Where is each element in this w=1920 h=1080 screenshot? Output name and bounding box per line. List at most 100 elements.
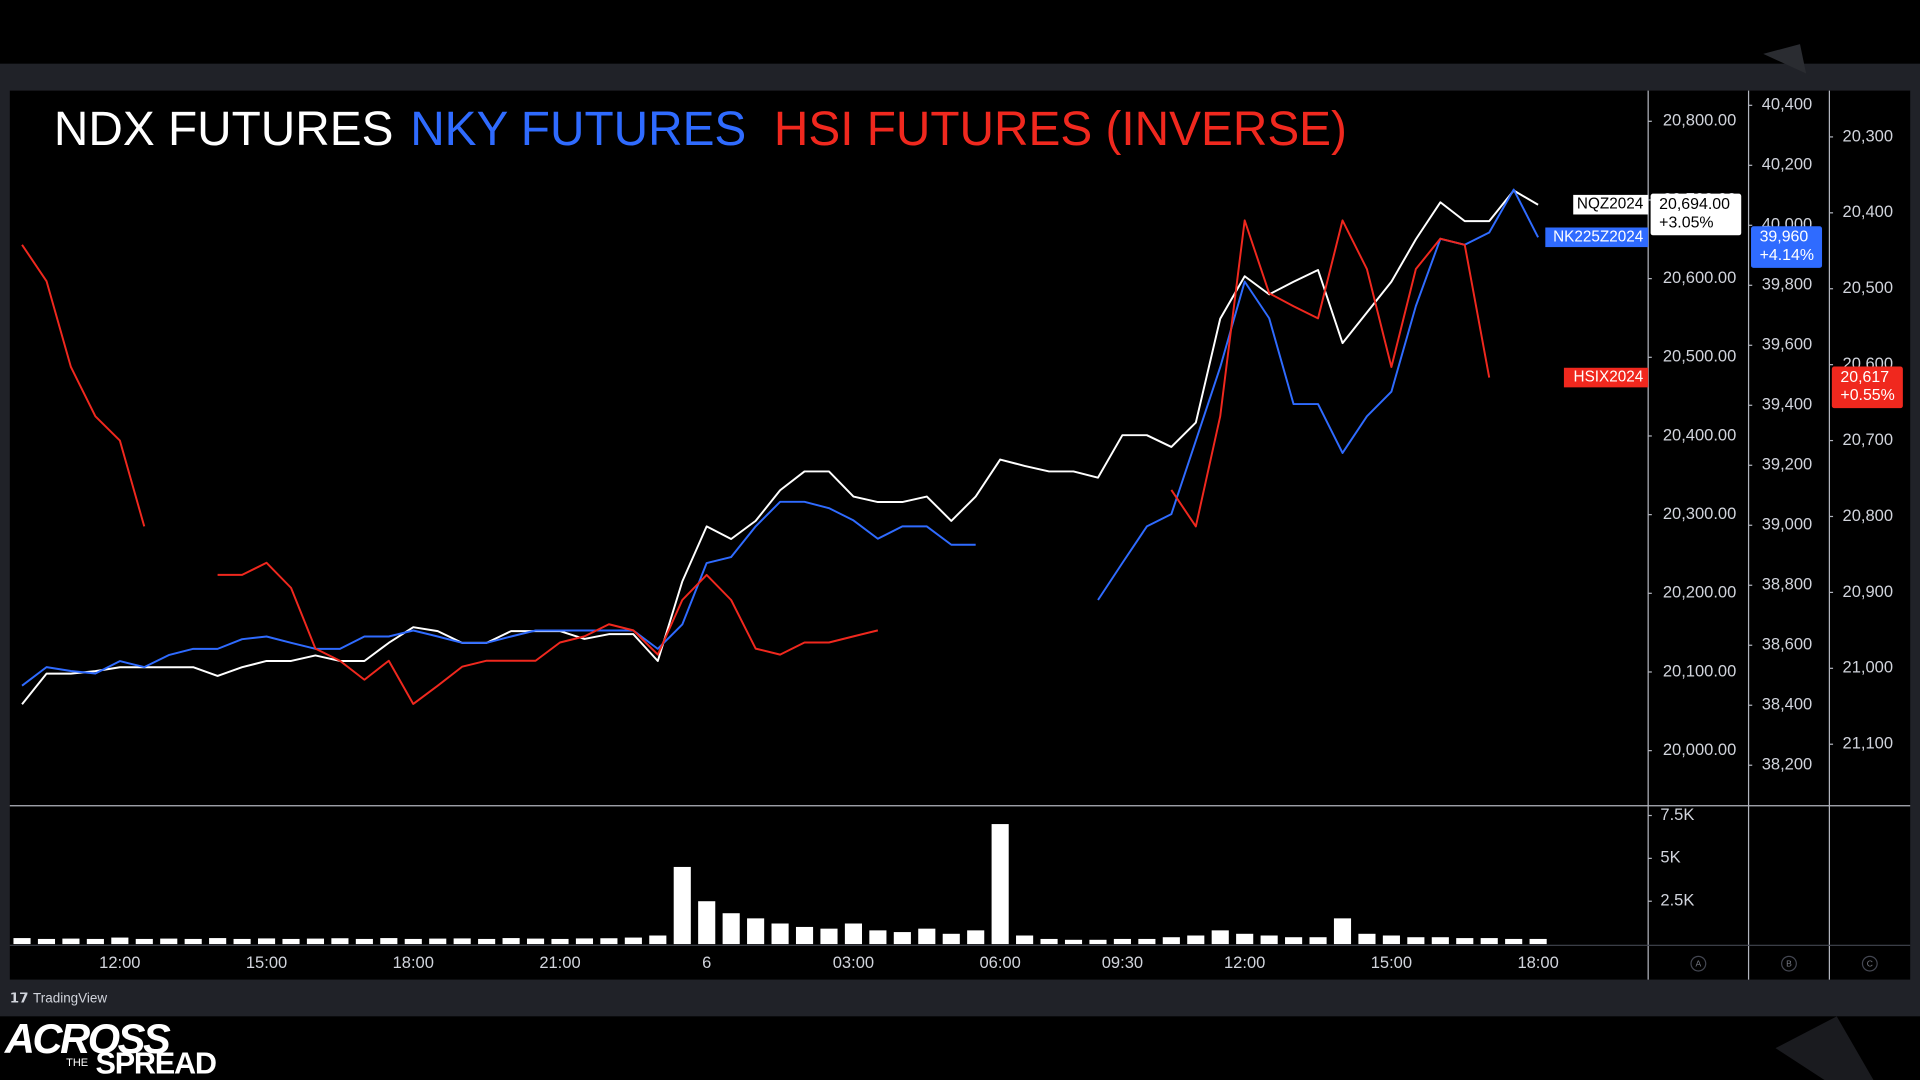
volume-bar <box>306 938 325 945</box>
price-label: 20,694.00 <box>1659 196 1730 213</box>
legend-title: NKY FUTURES <box>410 103 746 156</box>
volume-bar <box>404 938 422 945</box>
watermark-logo: 𝟭𝟳 <box>10 991 29 1006</box>
change-label: +0.55% <box>1840 387 1894 404</box>
y3-tick-label: 20,900 <box>1843 582 1894 601</box>
price-label: 39,960 <box>1760 228 1809 245</box>
volume-bar <box>1040 938 1058 945</box>
volume-tick-label: 2.5K <box>1660 891 1694 910</box>
axis-button-label[interactable]: B <box>1786 959 1792 969</box>
volume-bar <box>1505 938 1523 945</box>
x-tick-label: 18:00 <box>1517 953 1558 972</box>
volume-bar <box>1456 938 1474 945</box>
volume-bar <box>502 938 520 945</box>
y2-tick-label: 38,800 <box>1762 575 1813 594</box>
brand-line: SPREAD <box>96 1046 216 1080</box>
y2-tick-label: 38,600 <box>1762 635 1813 654</box>
y3-tick-label: 20,800 <box>1843 506 1894 525</box>
volume-bar <box>209 938 227 945</box>
volume-bar <box>1016 935 1034 945</box>
y3-tick-label: 20,400 <box>1843 202 1894 221</box>
y2-tick-label: 40,400 <box>1762 95 1813 114</box>
volume-bar <box>478 938 496 945</box>
volume-bar <box>184 938 202 945</box>
volume-bar <box>429 938 447 945</box>
volume-bar <box>86 938 104 945</box>
decor-shape <box>1763 44 1807 74</box>
y2-tick-label: 38,400 <box>1762 695 1813 714</box>
volume-bar <box>967 930 985 945</box>
decor-shape <box>1775 1016 1874 1080</box>
volume-bar <box>1162 937 1180 945</box>
series-line <box>1170 219 1491 528</box>
volume-bar <box>1431 937 1449 945</box>
volume-bar <box>1358 933 1376 945</box>
ticker-badge <box>1563 367 1649 388</box>
volume-bar <box>1529 938 1547 945</box>
volume-bar <box>331 938 349 945</box>
volume-bar <box>918 928 936 945</box>
volume-bar <box>1211 930 1229 945</box>
price-badge <box>1831 366 1903 409</box>
volume-bar <box>1260 935 1278 945</box>
volume-bar <box>600 938 618 945</box>
volume-bar <box>526 938 545 945</box>
legend-title: NDX FUTURES <box>54 103 394 156</box>
x-tick-label: 6 <box>702 953 711 972</box>
volume-bar <box>257 938 276 945</box>
x-tick-label: 03:00 <box>833 953 874 972</box>
y-tick-label: 20,600.00 <box>1663 268 1736 287</box>
volume-bar <box>380 938 398 945</box>
volume-bar <box>160 938 178 945</box>
y3-tick-label: 21,000 <box>1843 658 1894 677</box>
volume-bar <box>942 933 960 945</box>
volume-bar <box>111 937 129 945</box>
ticker-label: HSIX2024 <box>1574 369 1644 386</box>
change-label: +4.14% <box>1760 247 1814 264</box>
volume-bar <box>1138 938 1156 945</box>
volume-bar <box>1309 937 1327 945</box>
volume-bar <box>1236 933 1254 945</box>
volume-bar <box>771 923 789 945</box>
chart-area <box>9 90 1911 980</box>
y-tick-label: 20,500.00 <box>1663 347 1736 366</box>
volume-bar <box>673 866 691 945</box>
y3-tick-label: 20,300 <box>1843 126 1894 145</box>
volume-bar <box>1382 935 1400 945</box>
y-tick-label: 20,000.00 <box>1663 740 1736 759</box>
volume-bar <box>722 913 740 945</box>
axis-button-label[interactable]: A <box>1696 959 1702 969</box>
volume-bar <box>575 938 594 945</box>
x-tick-label: 15:00 <box>1371 953 1412 972</box>
volume-bar <box>62 938 80 945</box>
volume-bar <box>13 938 31 945</box>
volume-bar <box>1064 939 1083 945</box>
x-tick-label: 09:30 <box>1102 953 1143 972</box>
volume-bar <box>1089 939 1107 945</box>
y2-tick-label: 39,600 <box>1762 335 1813 354</box>
volume-bar <box>1285 937 1303 945</box>
ticker-label: NK225Z2024 <box>1553 228 1644 245</box>
volume-bar <box>1187 935 1205 945</box>
x-tick-label: 18:00 <box>393 953 434 972</box>
y3-tick-label: 21,100 <box>1843 734 1894 753</box>
price-badge <box>1751 226 1823 268</box>
y2-tick-label: 39,200 <box>1762 455 1813 474</box>
volume-bar <box>1480 938 1498 945</box>
change-label: +3.05% <box>1659 214 1713 231</box>
y2-tick-label: 40,200 <box>1762 155 1813 174</box>
volume-bar <box>135 938 153 945</box>
price-badge <box>1650 193 1742 236</box>
y-tick-label: 20,400.00 <box>1663 425 1736 444</box>
axis-button[interactable] <box>1690 955 1707 972</box>
x-tick-label: 06:00 <box>979 953 1020 972</box>
axis-button[interactable] <box>1861 955 1878 972</box>
volume-bar <box>649 935 667 945</box>
volume-bar <box>844 923 862 945</box>
axis-button[interactable] <box>1781 955 1797 972</box>
volume-bar <box>1333 918 1352 945</box>
volume-bar <box>551 938 569 945</box>
axis-button-label[interactable]: C <box>1867 959 1873 969</box>
brand-line: THE <box>66 1057 88 1069</box>
volume-bar <box>747 918 765 945</box>
